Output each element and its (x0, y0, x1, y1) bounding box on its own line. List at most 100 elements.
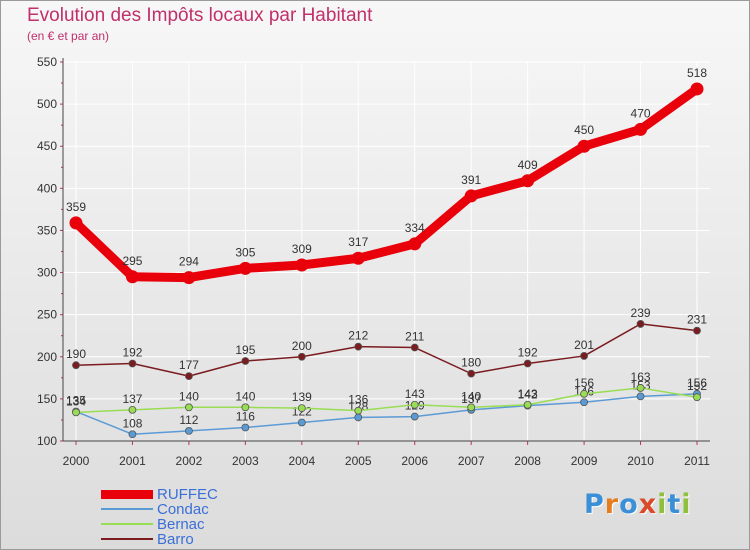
data-label-condac-2008: 142 (518, 388, 538, 402)
point-barro-2002 (185, 372, 193, 381)
chart-subtitle: (en € et par an) (27, 29, 110, 43)
point-barro-2005 (354, 342, 363, 351)
data-label-barro-2002: 177 (179, 358, 199, 372)
legend-label-barro: Barro (157, 531, 194, 548)
data-label-bernac-2011: 152 (687, 379, 707, 393)
logo-letter: i (681, 489, 692, 520)
data-label-barro-2004: 200 (292, 339, 312, 353)
point-bernac-2004 (297, 404, 306, 413)
ytick-label-150: 150 (37, 392, 57, 406)
point-bernac-2002 (185, 403, 193, 412)
point-condac-2004 (297, 418, 306, 427)
data-label-barro-2006: 211 (405, 330, 424, 344)
legend-swatch-bernac (101, 523, 153, 525)
series-line-condac (75, 393, 698, 436)
data-label-condac-2002: 112 (179, 413, 198, 427)
legend: RUFFEC Condac Bernac Barro (101, 487, 241, 547)
data-label-barro-2000: 190 (66, 347, 86, 361)
data-label-bernac-2010: 163 (631, 370, 651, 384)
data-label-ruffec-2005: 317 (348, 235, 368, 249)
data-label-barro-2001: 192 (122, 346, 142, 360)
ytick-label-100: 100 (37, 434, 57, 448)
xtick-label-2008: 2008 (514, 454, 541, 468)
point-condac-2010 (636, 392, 645, 401)
data-label-condac-2007: 137 (461, 392, 481, 406)
data-label-condac-2011: 156 (687, 376, 707, 390)
data-label-barro-2007: 180 (461, 356, 481, 370)
legend-item-barro: Barro (101, 532, 241, 547)
data-label-ruffec-2004: 309 (292, 242, 312, 256)
data-label-bernac-2007: 140 (461, 389, 481, 403)
ytick-label-450: 450 (37, 139, 57, 153)
logo-letter: x (638, 489, 658, 520)
ytick-label-350: 350 (37, 223, 57, 237)
xtick-label-2001: 2001 (119, 454, 146, 468)
point-bernac-2008 (523, 400, 532, 409)
point-bernac-2003 (241, 403, 250, 412)
point-barro-2011 (693, 326, 701, 335)
logo-letter: P (584, 489, 605, 520)
series-line-barro (75, 323, 698, 377)
logo-letter: t (667, 489, 682, 520)
point-condac-2006 (410, 412, 419, 421)
point-condac-2001 (128, 430, 137, 439)
ytick-label-500: 500 (37, 97, 57, 111)
xtick-label-2011: 2011 (684, 454, 710, 468)
data-label-barro-2008: 192 (518, 346, 538, 360)
point-ruffec-2000 (69, 216, 83, 230)
point-barro-2004 (297, 352, 306, 361)
ytick-label-300: 300 (37, 266, 57, 280)
point-ruffec-2003 (238, 261, 252, 275)
data-label-bernac-2001: 137 (122, 392, 142, 406)
data-label-ruffec-2006: 334 (405, 221, 425, 235)
point-bernac-2011 (693, 393, 701, 402)
point-bernac-2005 (354, 406, 363, 415)
point-bernac-2006 (410, 400, 419, 409)
point-condac-2009 (580, 398, 588, 407)
ytick-label-250: 250 (37, 308, 57, 322)
series-line-ruffec (71, 84, 702, 283)
legend-swatch-barro (101, 538, 153, 540)
data-label-barro-2009: 201 (574, 338, 594, 352)
data-label-barro-2003: 195 (235, 343, 255, 357)
legend-item-ruffec: RUFFEC (101, 487, 241, 502)
chart-title: Evolution des Impôts locaux par Habitant (27, 5, 373, 26)
xtick-label-2005: 2005 (345, 454, 372, 468)
data-label-bernac-2002: 140 (179, 389, 199, 403)
xtick-label-2009: 2009 (571, 454, 598, 468)
legend-swatch-condac (101, 508, 153, 510)
xtick-label-2007: 2007 (458, 454, 485, 468)
point-bernac-2001 (128, 405, 137, 414)
point-ruffec-2006 (408, 237, 422, 251)
data-label-barro-2011: 231 (687, 313, 707, 327)
legend-swatch-ruffec (101, 489, 153, 499)
legend-item-condac: Condac (101, 502, 241, 517)
point-barro-2003 (241, 357, 250, 365)
point-bernac-2010 (636, 384, 645, 392)
data-label-ruffec-2000: 359 (66, 200, 86, 214)
ytick-label-550: 550 (37, 55, 57, 69)
point-ruffec-2001 (125, 270, 139, 284)
data-label-bernac-2008: 143 (518, 387, 538, 401)
data-label-barro-2005: 212 (348, 329, 368, 343)
xtick-label-2003: 2003 (232, 454, 259, 468)
xtick-label-2006: 2006 (401, 454, 428, 468)
data-label-ruffec-2003: 305 (235, 245, 255, 259)
point-ruffec-2002 (182, 271, 196, 285)
xtick-label-2000: 2000 (63, 454, 90, 468)
point-bernac-2009 (580, 389, 588, 398)
point-barro-2006 (410, 343, 419, 352)
legend-label-condac: Condac (157, 501, 209, 518)
point-condac-2002 (185, 426, 193, 435)
data-label-bernac-2000: 134 (66, 394, 86, 408)
legend-label-bernac: Bernac (157, 516, 205, 533)
point-barro-2000 (72, 361, 80, 370)
point-condac-2005 (354, 413, 363, 422)
data-label-barro-2010: 239 (631, 306, 651, 320)
logo-letter: i (657, 489, 668, 520)
data-label-condac-2000: 135 (66, 394, 86, 408)
point-ruffec-2007 (464, 189, 478, 203)
data-label-condac-2003: 116 (236, 410, 255, 424)
